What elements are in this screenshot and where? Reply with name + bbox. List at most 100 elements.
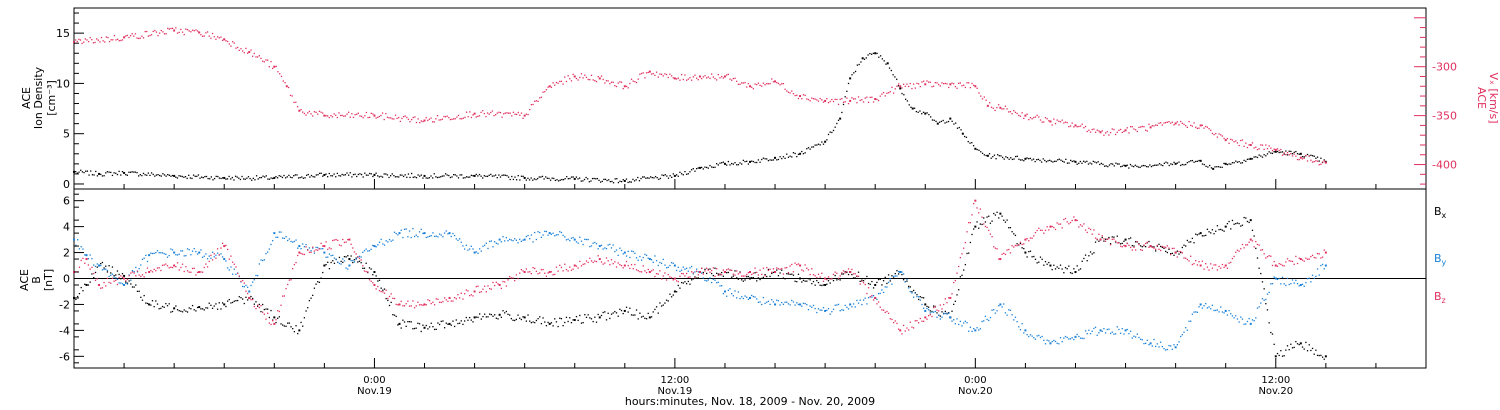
bz-sample <box>367 271 369 273</box>
bx-sample <box>941 311 943 313</box>
density-sample <box>343 174 345 176</box>
density-sample <box>1028 158 1030 160</box>
bz-sample <box>1059 223 1062 225</box>
density-sample <box>836 122 838 125</box>
density-sample <box>1086 160 1088 163</box>
bz-sample <box>585 260 588 262</box>
bx-sample <box>246 299 249 301</box>
bx-sample <box>537 318 539 320</box>
bx-point <box>1224 225 1227 228</box>
vx-sample <box>530 103 533 106</box>
density-sample <box>648 177 650 179</box>
density-sample <box>759 161 761 163</box>
bx-sample <box>677 284 679 287</box>
bz-sample <box>420 304 422 306</box>
bx-sample <box>794 280 796 282</box>
bx-sample <box>727 271 730 274</box>
by-sample <box>1223 312 1225 314</box>
density-sample <box>1214 166 1216 168</box>
by-sample <box>135 266 137 269</box>
by-sample <box>450 235 452 238</box>
bz-sample <box>180 266 182 269</box>
bz-sample <box>1171 247 1173 250</box>
vx-sample <box>680 73 683 76</box>
bx-sample <box>690 279 693 281</box>
bz-sample <box>201 271 204 273</box>
bx-sample <box>1245 217 1247 219</box>
vx-sample <box>605 80 608 82</box>
bx-sample <box>125 281 127 283</box>
density-sample <box>732 163 735 165</box>
bz-sample <box>729 269 731 271</box>
by-sample <box>328 253 331 255</box>
by-sample <box>185 255 187 257</box>
by-sample <box>787 303 790 305</box>
bz-sample <box>1235 251 1237 253</box>
vx-sample <box>120 39 122 42</box>
bz-point <box>85 258 88 261</box>
by-sample <box>387 241 389 243</box>
bz-sample <box>984 225 987 228</box>
bx-sample <box>138 290 140 292</box>
bz-sample <box>156 267 159 269</box>
by-sample <box>208 255 210 257</box>
bx-sample <box>280 323 282 325</box>
bz-sample <box>1161 245 1163 248</box>
bx-sample <box>1088 255 1090 257</box>
by-sample <box>170 248 172 250</box>
vx-sample <box>240 48 242 50</box>
bx-sample <box>216 308 219 310</box>
density-sample <box>554 179 557 182</box>
density-point <box>273 176 276 179</box>
vx-sample <box>385 112 387 115</box>
vx-sample <box>836 98 838 101</box>
vx-sample <box>559 80 561 83</box>
by-sample <box>1043 339 1045 342</box>
by-sample <box>814 307 816 310</box>
vx-sample <box>483 112 485 115</box>
bz-sample <box>584 263 586 265</box>
vx-sample <box>550 86 553 88</box>
density-sample <box>430 175 432 177</box>
vx-sample <box>250 49 252 51</box>
bx-sample <box>547 321 549 324</box>
bz-sample <box>318 248 321 250</box>
density-sample <box>1055 160 1057 162</box>
bz-sample <box>1144 242 1147 245</box>
vx-point <box>473 112 476 115</box>
by-sample <box>347 268 349 270</box>
bz-sample <box>325 241 327 243</box>
bz-sample <box>776 267 778 269</box>
vx-sample <box>1078 125 1080 128</box>
by-sample <box>292 241 294 243</box>
vx-sample <box>742 82 745 84</box>
density-sample <box>309 176 311 178</box>
by-sample <box>1061 340 1063 343</box>
density-sample <box>113 172 115 174</box>
density-sample <box>564 178 566 180</box>
by-sample <box>482 245 484 247</box>
density-sample <box>199 177 201 179</box>
by-sample <box>976 327 978 329</box>
density-sample <box>784 157 786 160</box>
bz-sample <box>458 297 461 299</box>
bz-sample <box>640 271 643 273</box>
density-sample <box>299 176 301 179</box>
vx-sample <box>200 34 202 36</box>
bx-sample <box>1073 268 1075 270</box>
b-tick-label: -2 <box>59 298 70 311</box>
density-sample <box>1154 164 1156 166</box>
vx-sample <box>1323 160 1325 162</box>
by-sample <box>721 285 723 287</box>
by-sample <box>744 295 746 297</box>
bz-sample <box>278 310 281 313</box>
bz-sample <box>938 310 940 312</box>
by-sample <box>861 303 863 306</box>
density-sample <box>241 175 243 178</box>
bx-sample <box>1223 230 1225 232</box>
density-sample <box>128 171 130 173</box>
by-sample <box>946 313 948 315</box>
vx-sample <box>203 35 205 37</box>
vx-sample <box>1013 109 1015 112</box>
vx-sample <box>496 112 498 114</box>
